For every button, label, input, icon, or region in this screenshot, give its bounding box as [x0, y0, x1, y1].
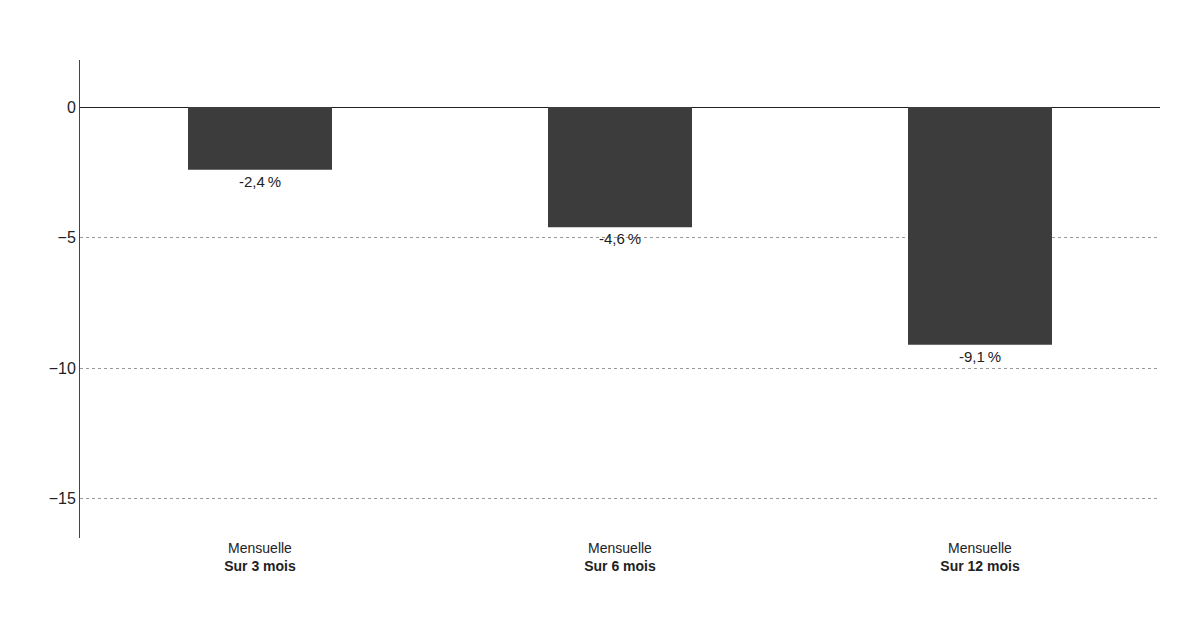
svg-text:-2,4 %: -2,4 %	[239, 173, 281, 190]
svg-text:0: 0	[67, 99, 76, 116]
svg-text:MensuelleSur 3 mois: MensuelleSur 3 mois	[224, 540, 296, 574]
svg-text:−5: −5	[58, 229, 76, 246]
svg-text:-4,6 %: -4,6 %	[599, 230, 641, 247]
svg-text:−10: −10	[49, 360, 76, 377]
svg-text:MensuelleSur 6 mois: MensuelleSur 6 mois	[584, 540, 656, 574]
svg-text:−15: −15	[49, 490, 76, 507]
svg-text:-9,1 %: -9,1 %	[959, 348, 1001, 365]
svg-text:MensuelleSur 12 mois: MensuelleSur 12 mois	[940, 540, 1020, 574]
